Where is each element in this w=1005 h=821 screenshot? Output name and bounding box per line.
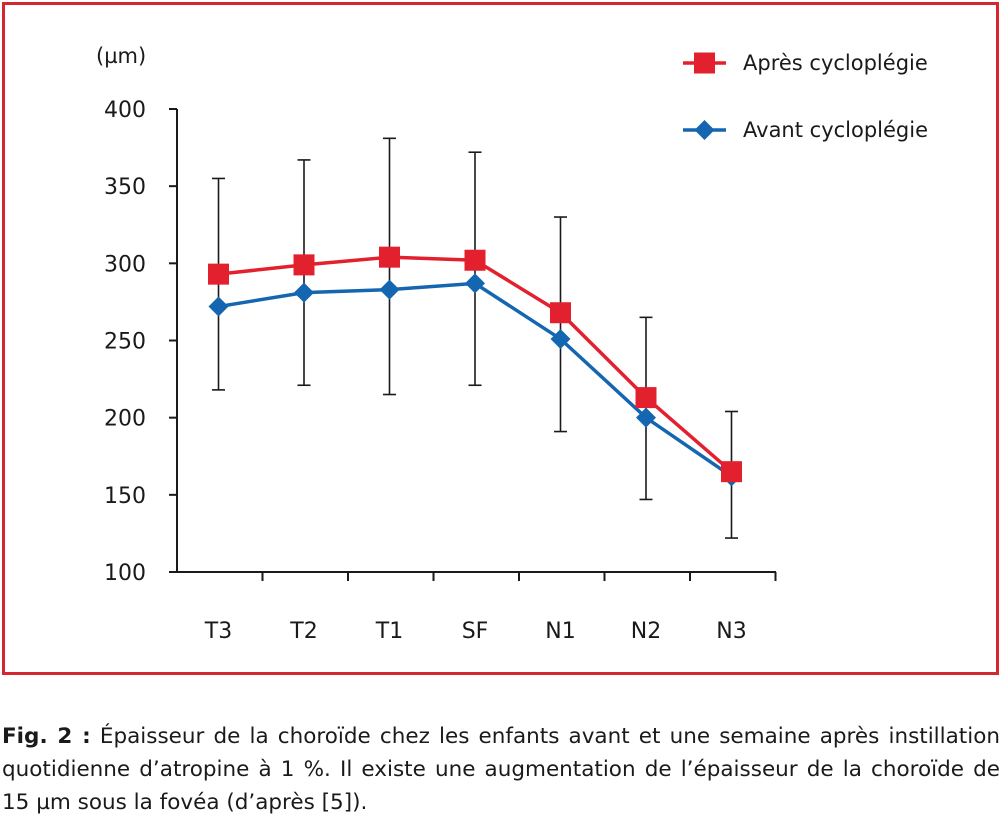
legend-label-apres: Après cycloplégie (743, 51, 928, 75)
legend-label-avant: Avant cycloplégie (743, 118, 928, 142)
y-tick-label: 250 (104, 330, 146, 355)
y-tick-label: 400 (104, 98, 146, 123)
y-tick-label: 150 (104, 484, 146, 509)
y-unit-label: (µm) (96, 44, 146, 68)
y-tick-label: 300 (104, 252, 146, 277)
data-point-avant (379, 279, 400, 300)
data-point-apres (721, 461, 742, 483)
data-point-avant (208, 296, 229, 317)
data-point-avant (465, 273, 485, 294)
x-tick-label: T3 (204, 619, 232, 644)
chart-frame (2, 2, 999, 675)
data-point-apres (464, 249, 486, 271)
y-tick-label: 350 (104, 175, 146, 200)
line-chart: 100 150 200 250 300 350 400 T3 T2 T1 SF N1 N2 N3 Aprè… (96, 44, 928, 644)
x-tick-label: SF (462, 619, 489, 644)
legend-marker-avant (694, 120, 715, 140)
caption-label: Fig. 2 : (2, 724, 91, 749)
data-point-apres (208, 263, 229, 285)
legend-marker-apres (694, 52, 715, 74)
series (208, 246, 742, 487)
caption-text: Épaisseur de la choroïde chez les enfant… (2, 724, 1000, 815)
y-tick-label: 200 (104, 407, 146, 432)
data-point-avant (294, 282, 314, 303)
data-point-apres (379, 246, 400, 268)
data-point-apres (635, 387, 657, 409)
figure-caption: Fig. 2 : Épaisseur de la choroïde chez l… (2, 720, 1000, 819)
x-tick-label: T2 (289, 619, 317, 644)
legend: Après cycloplégie Avant cycloplégie (683, 51, 928, 142)
error-bars (212, 137, 738, 539)
x-tick-label: T1 (375, 619, 403, 644)
x-tick-label: N2 (631, 619, 661, 644)
data-point-avant (636, 407, 656, 428)
axes: 100 150 200 250 300 350 400 T3 T2 T1 SF N1 N2 N3 (104, 98, 777, 644)
y-tick-label: 100 (104, 561, 146, 586)
x-tick-label: N1 (545, 619, 575, 644)
x-tick-label: N3 (716, 619, 746, 644)
data-point-avant (550, 328, 571, 349)
data-point-apres (293, 254, 315, 276)
data-point-apres (550, 302, 571, 324)
